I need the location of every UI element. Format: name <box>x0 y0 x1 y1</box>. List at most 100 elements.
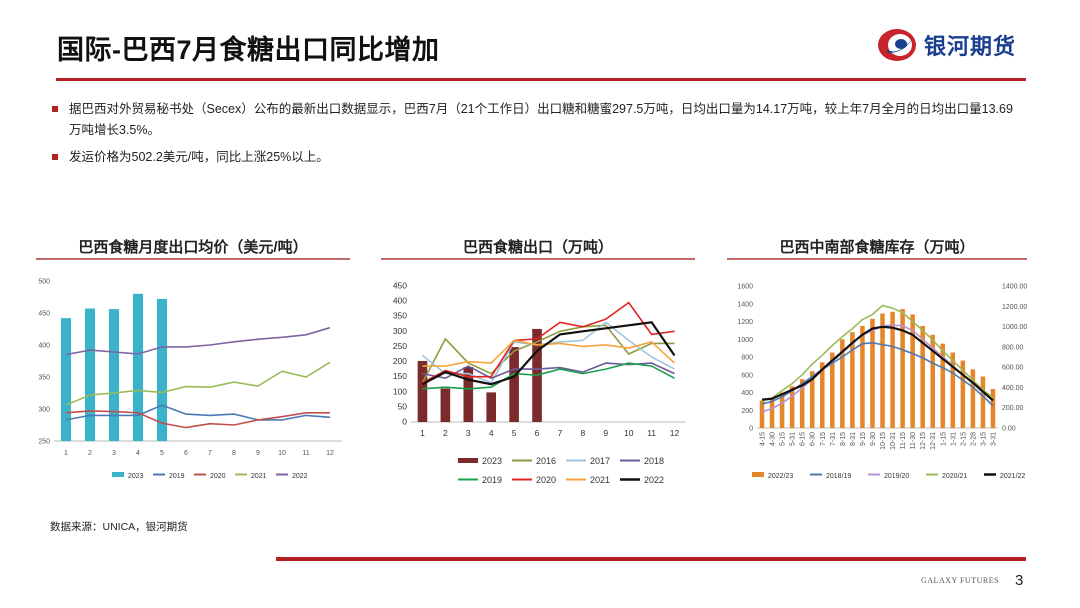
x-tick-label: 7-15 <box>820 432 827 446</box>
x-tick-label: 4 <box>136 450 140 457</box>
bar <box>509 347 519 422</box>
y-tick-label: 400 <box>393 296 407 306</box>
y-tick-label: 250 <box>393 341 407 351</box>
series-line <box>65 326 331 356</box>
series-line <box>421 324 675 384</box>
y2-tick-label: 0.00 <box>1002 426 1016 433</box>
chart-title-export-volume: 巴西食糖出口（万吨） <box>462 239 613 256</box>
legend-label: 2019/20 <box>884 473 909 480</box>
x-tick-label: 11 <box>302 450 309 457</box>
bar <box>417 360 428 422</box>
x-tick-label: 3 <box>112 450 116 457</box>
bar <box>880 313 885 428</box>
bar <box>890 311 895 428</box>
logo-text: 银河期货 <box>924 34 1017 59</box>
legend-label: 2020 <box>210 473 226 480</box>
legend-label: 2022 <box>644 475 664 485</box>
legend-label: 2020/21 <box>942 473 967 480</box>
x-tick-label: 9 <box>603 428 608 438</box>
header-divider <box>56 78 1026 81</box>
chart-title-inventory: 巴西中南部食糖库存（万吨） <box>779 239 975 256</box>
x-tick-label: 5 <box>160 450 164 457</box>
bar <box>809 371 815 428</box>
y-tick-label: 450 <box>393 281 407 291</box>
x-tick-label: 10-31 <box>890 432 897 450</box>
bar <box>799 379 805 428</box>
chart-title-underline <box>36 258 350 260</box>
legend-label: 2023 <box>482 456 502 466</box>
bar <box>108 309 120 441</box>
y-tick-label: 1200 <box>737 319 753 326</box>
x-tick-label: 8 <box>232 450 236 457</box>
x-tick-label: 9-30 <box>870 432 877 446</box>
bar <box>820 362 825 428</box>
bar <box>779 392 785 428</box>
y-tick-label: 150 <box>393 371 407 381</box>
y-tick-label: 800 <box>741 355 753 362</box>
bar <box>463 366 474 422</box>
data-source-note: 数据来源：UNICA，银河期货 <box>50 521 188 533</box>
footer-brand: GALAXY FUTURES <box>921 576 1000 585</box>
x-tick-label: 10 <box>624 428 634 438</box>
company-logo: 银河期货 <box>876 27 1016 63</box>
page-number: 3 <box>1015 572 1024 589</box>
x-tick-label: 8-15 <box>840 432 847 446</box>
legend-label: 2023 <box>128 473 144 480</box>
y2-tick-label: 1000.00 <box>1002 324 1027 331</box>
y2-tick-label: 1200.00 <box>1002 304 1027 311</box>
y-tick-label: 200 <box>393 356 407 366</box>
series-line <box>761 324 994 413</box>
y2-tick-label: 1400.00 <box>1002 284 1027 291</box>
series-line <box>65 361 331 406</box>
x-tick-label: 7 <box>208 450 212 457</box>
footer-divider <box>276 557 1026 561</box>
bar <box>860 325 865 428</box>
legend-swatch <box>112 472 124 477</box>
y-tick-label: 450 <box>38 311 50 318</box>
bullet-item: 据巴西对外贸易秘书处（Secex）公布的最新出口数据显示，巴西7月（21个工作日… <box>50 99 1025 141</box>
legend-label: 2022/23 <box>768 473 793 480</box>
x-tick-label: 2 <box>443 428 448 438</box>
legend-label: 2019 <box>482 475 502 485</box>
x-tick-label: 3-15 <box>980 432 987 446</box>
x-tick-label: 4-30 <box>770 432 777 446</box>
y2-tick-label: 600.00 <box>1002 365 1024 372</box>
bullet-item: 发运价格为502.2美元/吨，同比上涨25%以上。 <box>50 147 1025 168</box>
x-tick-label: 9-15 <box>860 432 867 446</box>
bar <box>960 360 966 428</box>
series-line <box>65 410 330 429</box>
y-tick-label: 300 <box>38 407 50 414</box>
x-tick-label: 6-15 <box>800 432 807 446</box>
y-tick-label: 350 <box>38 375 50 382</box>
x-tick-label: 9 <box>256 450 260 457</box>
x-tick-label: 7 <box>558 428 563 438</box>
x-tick-label: 1 <box>420 428 425 438</box>
y-tick-label: 400 <box>741 390 753 397</box>
bar <box>920 325 925 428</box>
y-tick-label: 0 <box>749 426 753 433</box>
x-tick-label: 1-15 <box>940 432 947 446</box>
series-line <box>65 404 331 421</box>
x-tick-label: 3 <box>466 428 471 438</box>
x-tick-label: 8 <box>581 428 586 438</box>
legend-label: 2022 <box>292 473 308 480</box>
x-tick-label: 11 <box>647 428 656 438</box>
y-tick-label: 400 <box>38 343 50 350</box>
y-tick-label: 250 <box>38 439 50 446</box>
legend-swatch <box>458 458 478 463</box>
legend-label: 2020 <box>536 475 556 485</box>
x-tick-label: 11-30 <box>910 432 917 449</box>
y-tick-label: 500 <box>38 279 50 286</box>
series-line <box>422 301 675 384</box>
series-line <box>422 362 675 390</box>
galaxy-logo-icon <box>878 29 916 61</box>
series-line <box>422 339 676 367</box>
x-tick-label: 4 <box>489 428 494 438</box>
x-tick-label: 6 <box>184 450 188 457</box>
bar <box>789 386 795 428</box>
bar <box>486 392 497 422</box>
y-tick-label: 300 <box>393 326 407 336</box>
legend-label: 2019 <box>169 473 185 480</box>
